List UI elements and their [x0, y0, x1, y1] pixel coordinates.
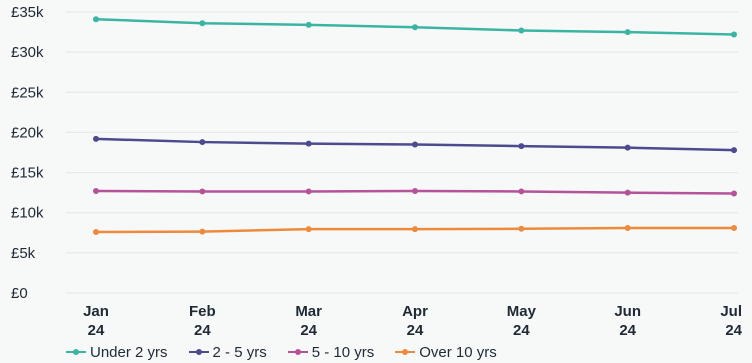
data-point: [624, 224, 631, 231]
x-tick-label-month: Jan: [83, 303, 109, 320]
legend-swatch-icon: [188, 347, 209, 357]
data-point: [518, 188, 525, 195]
legend-item[interactable]: 2 - 5 yrs: [188, 343, 267, 361]
data-point: [518, 143, 525, 150]
x-tick-label-month: Feb: [189, 303, 216, 320]
data-point: [412, 188, 418, 195]
data-point: [199, 228, 206, 235]
x-tick-label-year: 24: [619, 322, 636, 335]
x-tick-label-year: 24: [194, 322, 211, 335]
data-point: [731, 190, 737, 197]
data-point: [93, 228, 99, 235]
data-point: [93, 135, 99, 142]
legend-swatch-icon: [66, 347, 86, 357]
x-tick-label-year: 24: [300, 322, 317, 335]
y-tick-label: £25k: [11, 84, 44, 101]
data-point: [199, 20, 206, 27]
data-point: [624, 29, 631, 36]
y-tick-label: £5k: [11, 245, 36, 262]
x-tick-label-month: May: [507, 303, 537, 320]
legend-label: Under 2 yrs: [90, 343, 168, 361]
data-point: [412, 141, 418, 148]
x-tick-label-month: Apr: [402, 303, 428, 320]
data-point: [305, 21, 312, 28]
x-tick-label-month: Jul: [720, 303, 742, 320]
chart-legend: Under 2 yrs 2 - 5 yrs 5 - 10 yrs Over 10 yr…: [66, 342, 497, 362]
x-tick-label-month: Jun: [614, 303, 641, 320]
legend-swatch-icon: [395, 347, 416, 357]
data-point: [305, 188, 312, 195]
y-tick-label: £15k: [11, 165, 44, 182]
legend-item[interactable]: 5 - 10 yrs: [287, 343, 375, 361]
data-point: [93, 16, 99, 23]
x-tick-label-year: 24: [88, 322, 105, 335]
data-point: [199, 139, 206, 146]
y-tick-label: £20k: [11, 124, 44, 141]
legend-label: 5 - 10 yrs: [311, 343, 375, 361]
data-point: [731, 147, 737, 154]
data-point: [199, 188, 206, 195]
x-tick-label-year: 24: [513, 322, 530, 335]
line-chart: £0 £5k £10k £15k £20k £25k £30k £35k Jan 24 Feb 24 M…: [11, 4, 743, 335]
data-point: [731, 224, 737, 231]
data-point: [518, 225, 525, 232]
y-tick-label: £30k: [11, 44, 44, 61]
data-point: [305, 140, 312, 147]
x-tick-label-month: Mar: [295, 303, 322, 320]
y-tick-label: £10k: [11, 205, 44, 222]
x-tick-label-year: 24: [407, 322, 424, 335]
y-tick-label: £35k: [11, 4, 44, 21]
x-tick-label-year: 24: [725, 322, 742, 335]
data-point: [731, 31, 737, 38]
data-point: [624, 144, 631, 151]
data-point: [518, 27, 525, 34]
legend-label: Over 10 yrs: [419, 343, 497, 361]
legend-item[interactable]: Over 10 yrs: [395, 344, 497, 361]
data-point: [412, 226, 418, 233]
legend-label: 2 - 5 yrs: [212, 343, 267, 361]
y-tick-label: £0: [11, 285, 28, 302]
data-point: [93, 188, 99, 195]
legend-item[interactable]: Under 2 yrs: [66, 344, 168, 361]
data-point: [412, 24, 418, 31]
data-point: [624, 189, 631, 196]
data-point: [305, 226, 312, 233]
legend-swatch-icon: [287, 347, 308, 357]
